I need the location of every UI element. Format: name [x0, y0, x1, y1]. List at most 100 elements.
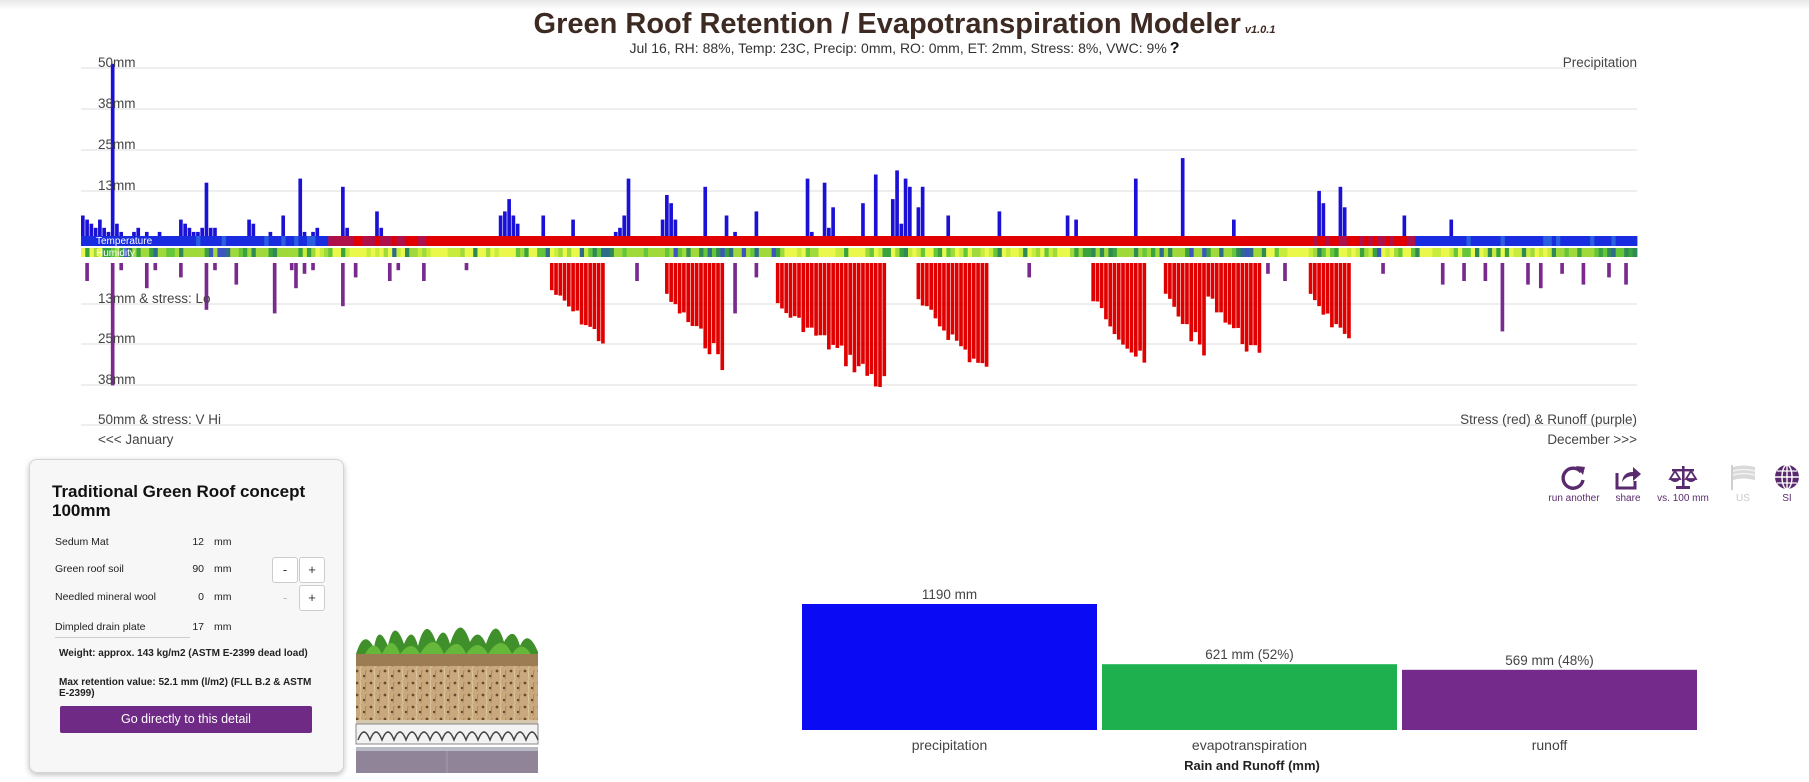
- stress-bar: [1236, 263, 1240, 328]
- humidity-cell: [1202, 248, 1207, 257]
- layer-unit: mm: [214, 536, 232, 548]
- humidity-cell: [903, 248, 909, 257]
- temperature-cell: [1487, 236, 1493, 246]
- temperature-cell: [1394, 236, 1399, 246]
- humidity-cell: [690, 248, 696, 257]
- humidity-cell: [1001, 248, 1007, 257]
- humidity-cell: [1121, 248, 1126, 257]
- temperature-cell: [1479, 236, 1484, 246]
- temperature-cell: [848, 236, 853, 246]
- humidity-cell: [1436, 248, 1442, 257]
- humidity-cell: [524, 248, 530, 257]
- stress-bar: [1163, 263, 1168, 294]
- temperature-cell: [1500, 236, 1506, 246]
- temperature-cell: [81, 236, 86, 246]
- go-to-detail-button[interactable]: Go directly to this detail: [60, 706, 312, 733]
- humidity-cell: [886, 248, 892, 257]
- humidity-cell: [984, 248, 990, 257]
- stress-bar: [592, 263, 597, 330]
- humidity-cell: [358, 248, 363, 257]
- temperature-cell: [422, 236, 427, 246]
- humidity-cell: [136, 248, 142, 257]
- humidity-cell: [289, 248, 295, 257]
- temperature-cell: [179, 236, 184, 246]
- si-units-button[interactable]: SI: [1772, 463, 1802, 504]
- humidity-cell: [1504, 248, 1510, 257]
- temperature-cell: [1223, 236, 1229, 246]
- humidity-cell: [1398, 248, 1403, 257]
- humidity-cell: [677, 248, 683, 257]
- humidity-cell: [1061, 248, 1067, 257]
- runoff-bar: [289, 263, 294, 271]
- run-another-button[interactable]: run another: [1545, 463, 1603, 504]
- humidity-cell: [1295, 248, 1301, 257]
- temperature-cell: [1295, 236, 1301, 246]
- temperature-cell: [699, 236, 704, 246]
- temperature-cell: [1423, 236, 1429, 246]
- temperature-cell: [1347, 236, 1352, 246]
- humidity-cell: [1151, 248, 1156, 257]
- humidity-cell: [954, 248, 960, 257]
- wool-minus-button[interactable]: -: [282, 590, 288, 605]
- temperature-cell: [349, 236, 355, 246]
- temperature-cell: [622, 236, 628, 246]
- timeline-start-label[interactable]: <<< January: [98, 432, 174, 447]
- temperature-cell: [353, 236, 359, 246]
- summary-bar-evapotranspiration: [1102, 664, 1397, 730]
- humidity-cell: [937, 248, 943, 257]
- help-icon[interactable]: ?: [1169, 40, 1180, 57]
- precip-bar: [541, 215, 546, 236]
- temperature-cell: [1014, 236, 1020, 246]
- annual-timeline-chart[interactable]: 50mm 38mm 25mm 13mm Precipitation Temper…: [0, 0, 1809, 460]
- humidity-cell: [844, 248, 849, 257]
- stress-bar: [920, 263, 925, 306]
- temperature-cell: [157, 236, 163, 246]
- wool-plus-button[interactable]: +: [299, 585, 325, 611]
- humidity-cell: [912, 248, 917, 257]
- temperature-cell: [861, 236, 866, 246]
- humidity-cell: [558, 248, 564, 257]
- temperature-cell: [1492, 236, 1497, 246]
- humidity-strip: [81, 248, 1638, 257]
- soil-plus-button[interactable]: +: [299, 557, 325, 583]
- temperature-cell: [1325, 236, 1331, 246]
- precip-bar: [498, 215, 503, 236]
- precip-bar: [831, 207, 835, 236]
- humidity-cell: [1479, 248, 1484, 257]
- stress-bar: [1125, 263, 1130, 349]
- humidity-cell: [613, 248, 619, 257]
- humidity-cell: [618, 248, 623, 257]
- us-units-button[interactable]: US: [1727, 463, 1759, 504]
- temperature-cell: [242, 236, 248, 246]
- share-button[interactable]: share: [1611, 463, 1645, 504]
- humidity-cell: [1210, 248, 1216, 257]
- humidity-cell: [1530, 248, 1536, 257]
- humidity-cell: [400, 248, 406, 257]
- humidity-cell: [989, 248, 994, 257]
- compare-button[interactable]: vs. 100 mm: [1653, 463, 1713, 504]
- stress-bar: [682, 263, 686, 313]
- runoff-bar: [213, 263, 217, 271]
- temperature-cell: [694, 236, 700, 246]
- temperature-cell: [895, 236, 900, 246]
- stress-bar: [1133, 263, 1138, 357]
- temperature-cell: [788, 236, 794, 246]
- humidity-cell: [311, 248, 316, 257]
- temperature-cell: [1521, 236, 1527, 246]
- humidity-cell: [1206, 248, 1212, 257]
- stress-bar: [1099, 263, 1104, 309]
- temperature-cell: [1023, 236, 1028, 246]
- soil-minus-button[interactable]: -: [272, 557, 298, 583]
- humidity-cell: [1534, 248, 1540, 257]
- runoff-bar: [1483, 263, 1488, 281]
- runoff-bar: [179, 263, 183, 278]
- humidity-cell: [1364, 248, 1369, 257]
- humidity-cell: [805, 248, 811, 257]
- temperature-cell: [989, 236, 994, 246]
- temperature-cell: [89, 236, 95, 246]
- stress-bar: [596, 263, 601, 342]
- humidity-cell: [1287, 248, 1293, 257]
- temperature-cell: [1607, 236, 1612, 246]
- precip-bar: [93, 227, 98, 236]
- timeline-end-label[interactable]: December >>>: [1547, 432, 1637, 447]
